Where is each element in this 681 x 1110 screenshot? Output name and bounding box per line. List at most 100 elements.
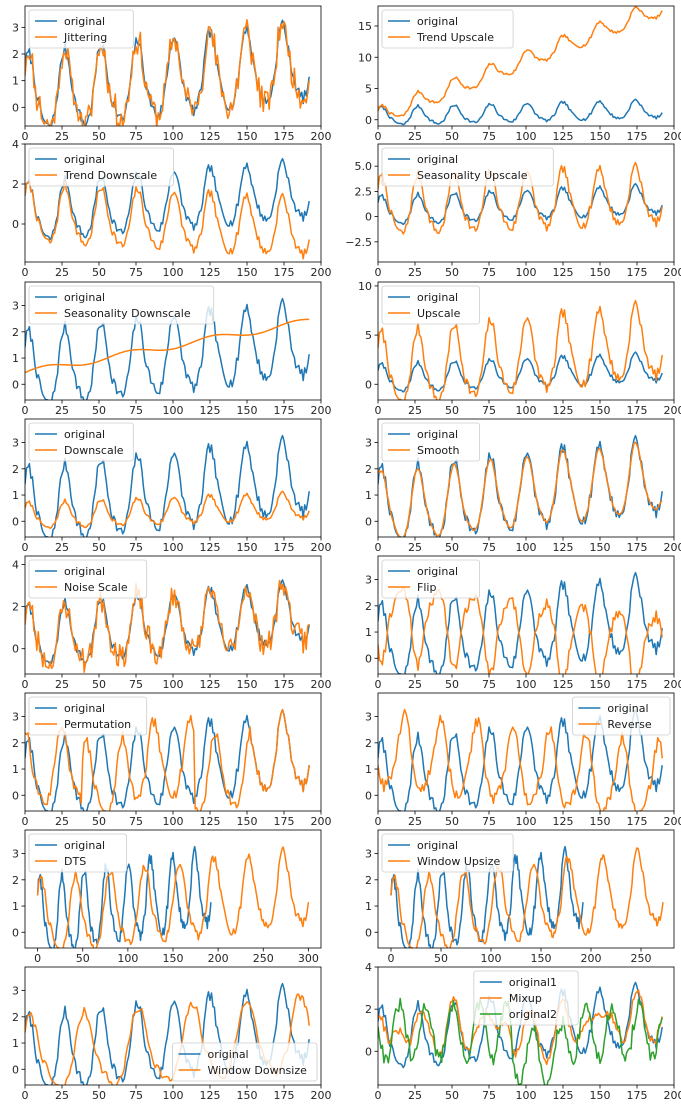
legend-label: Seasonality Upscale [417, 169, 528, 182]
x-tick-label: 50 [445, 815, 459, 828]
x-tick-label: 200 [664, 1089, 681, 1102]
y-tick-label: 1 [12, 900, 19, 913]
x-tick-label: 150 [237, 541, 258, 554]
x-tick-label: 200 [311, 678, 332, 691]
x-tick-label: 0 [375, 815, 382, 828]
x-tick-label: 200 [311, 266, 332, 279]
legend-label: original [64, 839, 105, 852]
legend: original Noise Scale [28, 559, 148, 599]
y-tick-label: 0 [12, 101, 19, 114]
legend-label: original [64, 153, 105, 166]
legend-box [473, 970, 579, 1026]
chart-panel: 0 25 50 75 100 125 150 175 200 0 1 2 3 original Window… [12, 966, 332, 1102]
x-tick-label: 25 [408, 541, 422, 554]
y-tick-label: 1 [12, 763, 19, 776]
legend-box [381, 9, 514, 49]
x-tick-label: 200 [664, 541, 681, 554]
x-tick-label: 50 [92, 541, 106, 554]
x-tick-label: 125 [200, 404, 221, 417]
legend-label: Flip [417, 581, 436, 594]
x-tick-label: 0 [375, 678, 382, 691]
x-tick-label: 150 [163, 952, 184, 965]
x-tick-label: 150 [590, 130, 611, 143]
legend-label: Trend Downscale [63, 169, 157, 182]
x-tick-label: 175 [627, 130, 648, 143]
legend-label: Window Downsize [208, 1064, 308, 1077]
x-tick-label: 125 [553, 266, 574, 279]
y-tick-label: 2 [365, 463, 372, 476]
series-augmented [36, 846, 310, 948]
series-original [25, 157, 310, 241]
chart-panel: 0 25 50 75 100 125 150 175 200 0 1 2 3 original Season… [12, 281, 332, 417]
x-tick-label: 150 [237, 130, 258, 143]
legend-label: Window Upsize [417, 855, 500, 868]
x-tick-label: 175 [627, 541, 648, 554]
x-tick-label: 150 [590, 1089, 611, 1102]
x-tick-label: 200 [311, 404, 332, 417]
y-tick-label: 4 [12, 138, 19, 151]
series-augmented [378, 441, 663, 537]
chart-panel: 0 25 50 75 100 125 150 175 200 0 2 4 original Noise S… [12, 555, 332, 691]
x-tick-label: 25 [55, 815, 69, 828]
x-tick-label: 100 [516, 1089, 537, 1102]
x-tick-label: 25 [55, 130, 69, 143]
x-tick-label: 125 [200, 130, 221, 143]
legend-label: Reverse [607, 718, 651, 731]
x-tick-label: 75 [482, 541, 496, 554]
y-tick-label: 2 [12, 48, 19, 61]
x-tick-label: 200 [581, 952, 602, 965]
x-tick-label: 0 [22, 266, 29, 279]
y-tick-label: 0 [12, 643, 19, 656]
x-tick-label: 175 [274, 404, 295, 417]
legend-box [381, 833, 514, 873]
legend-label: original [64, 702, 105, 715]
chart-panel: 0 25 50 75 100 125 150 175 200 0 2 4 original Trend D… [12, 138, 332, 279]
y-tick-label: 3 [12, 437, 19, 450]
x-tick-label: 25 [55, 1089, 69, 1102]
legend-label: original [208, 1048, 249, 1061]
y-tick-label: 2 [365, 1003, 372, 1016]
legend-label: original [417, 15, 458, 28]
legend-label: Smooth [417, 444, 459, 457]
chart-panel: 0 25 50 75 100 125 150 175 200 0 1 2 3 original Flip [365, 555, 681, 691]
x-tick-label: 125 [553, 815, 574, 828]
x-tick-label: 75 [482, 404, 496, 417]
chart-panel: 0 25 50 75 100 125 150 175 200 0 1 2 3 original Revers… [365, 692, 681, 828]
x-tick-label: 175 [274, 1089, 295, 1102]
chart-panel: 0 25 50 75 100 125 150 175 200 0 1 2 3 original Downsc… [12, 418, 332, 554]
series-original [378, 98, 663, 126]
legend-label: Mixup [509, 992, 542, 1005]
series-augmented [390, 847, 664, 948]
legend-label: Jittering [63, 31, 107, 44]
y-tick-label: 1 [12, 1037, 19, 1050]
legend: original Seasonality Upscale [381, 147, 554, 187]
y-tick-label: 2 [12, 1011, 19, 1024]
y-tick-label: 0 [365, 926, 372, 939]
chart-panel: 0 25 50 75 100 125 150 175 200 0 1 2 3 original Jitter… [12, 5, 332, 143]
y-tick-label: 2 [365, 874, 372, 887]
x-tick-label: 150 [590, 541, 611, 554]
y-tick-label: 2 [365, 600, 372, 613]
x-tick-label: 200 [311, 541, 332, 554]
x-tick-label: 175 [274, 266, 295, 279]
legend-label: Seasonality Downscale [64, 307, 191, 320]
legend: original Window Downsize [172, 1042, 318, 1082]
x-tick-label: 50 [92, 678, 106, 691]
series-original [378, 182, 663, 226]
series-augmented [25, 708, 310, 811]
legend-label: DTS [64, 855, 86, 868]
y-tick-label: 3 [12, 848, 19, 861]
legend-label: original [417, 291, 458, 304]
y-tick-label: 0 [365, 1045, 372, 1058]
legend-box [381, 285, 480, 325]
legend: original Trend Upscale [381, 9, 514, 49]
legend-label: Trend Upscale [416, 31, 494, 44]
x-tick-label: 25 [408, 266, 422, 279]
legend-label: original [417, 839, 458, 852]
legend: original Flip [381, 559, 480, 599]
series-mixup [378, 989, 663, 1066]
chart-panel: 0 50 100 150 200 250 300 0 1 2 3 original DTS [12, 829, 322, 965]
x-tick-label: 25 [408, 815, 422, 828]
y-tick-label: 3 [12, 21, 19, 34]
x-tick-label: 50 [92, 404, 106, 417]
